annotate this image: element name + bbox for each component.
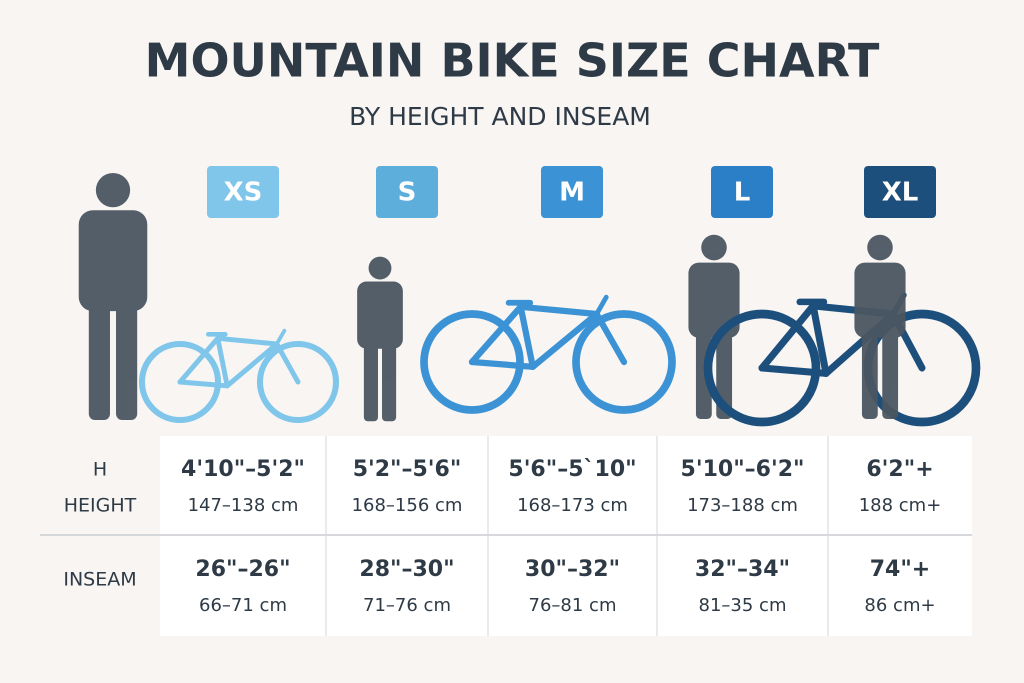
row-label: HEIGHT [64, 495, 137, 517]
rear-wheel [703, 309, 821, 427]
frame-tube [274, 341, 301, 385]
metric-value: 66–71 cm [199, 595, 287, 616]
person-silhouette [854, 234, 906, 419]
metric-value: 76–81 cm [529, 595, 617, 616]
right-leg [116, 301, 138, 420]
frame-tube [224, 341, 280, 389]
head [867, 234, 893, 261]
left-leg [363, 342, 378, 422]
imperial-value: 5'2"–5'6" [353, 457, 462, 482]
imperial-value: 5'10"–6'2" [681, 457, 805, 482]
metric-value: 168–173 cm [517, 495, 628, 516]
frame-tube [758, 302, 817, 372]
metric-value: 71–76 cm [363, 595, 451, 616]
subtitle: BY HEIGHT AND INSEAM [349, 102, 651, 131]
metric-value: 188 cm+ [859, 495, 942, 516]
frame-tube [809, 302, 830, 377]
head [368, 256, 392, 280]
frame-tube [593, 310, 628, 366]
metric-value: 81–35 cm [699, 595, 787, 616]
metric-value: 173–188 cm [687, 495, 798, 516]
frame-tube [215, 335, 280, 347]
imperial-value: 26"–26" [195, 557, 290, 582]
size-label: XS [224, 178, 263, 208]
rear-wheel [420, 310, 524, 414]
head [701, 234, 727, 261]
front-wheel [572, 310, 676, 414]
frame-tube [517, 303, 536, 370]
size-label: M [559, 178, 585, 208]
imperial-value: 4'10"–5'2" [181, 457, 305, 482]
right-leg [882, 330, 899, 419]
imperial-value: 28"–30" [359, 557, 454, 582]
frame-tube [529, 310, 600, 370]
size-badge [376, 166, 438, 218]
title: MOUNTAIN BIKE SIZE CHART [145, 34, 880, 88]
right-leg [382, 342, 397, 422]
left-leg [861, 330, 878, 419]
handlebar [594, 294, 609, 317]
row-label: INSEAM [63, 569, 136, 591]
bike [138, 328, 340, 424]
front-wheel [256, 340, 340, 424]
handlebar [274, 328, 287, 346]
torso [357, 281, 403, 349]
frame-tube [468, 303, 524, 366]
metric-value: 147–138 cm [188, 495, 299, 516]
size-label: L [734, 178, 751, 208]
rear-wheel [138, 340, 222, 424]
frame-tube [517, 303, 600, 318]
row-label: H [93, 459, 107, 481]
imperial-value: 5'6"–5`10" [508, 457, 636, 482]
imperial-value: 30"–32" [525, 557, 620, 582]
size-label: S [398, 178, 417, 208]
torso [78, 210, 148, 312]
frame-tube [758, 364, 830, 377]
table-background [160, 436, 972, 636]
size-label: XL [882, 178, 919, 208]
imperial-value: 32"–34" [695, 557, 790, 582]
frame-tube [215, 335, 230, 389]
torso [688, 262, 740, 338]
frame-tube [468, 358, 536, 370]
person-silhouette [357, 256, 403, 422]
imperial-value: 74"+ [870, 557, 931, 582]
bike [420, 294, 676, 414]
size-badge [541, 166, 603, 218]
size-badge [207, 166, 279, 218]
frame-tube [177, 379, 230, 389]
imperial-value: 6'2"+ [866, 457, 933, 482]
size-badge [864, 166, 936, 218]
metric-value: 86 cm+ [864, 595, 935, 616]
metric-value: 168–156 cm [352, 495, 463, 516]
frame-tube [177, 335, 221, 385]
torso [854, 262, 906, 338]
left-leg [88, 301, 110, 420]
size-badge [711, 166, 773, 218]
person-silhouette [78, 173, 148, 420]
head [95, 173, 131, 208]
